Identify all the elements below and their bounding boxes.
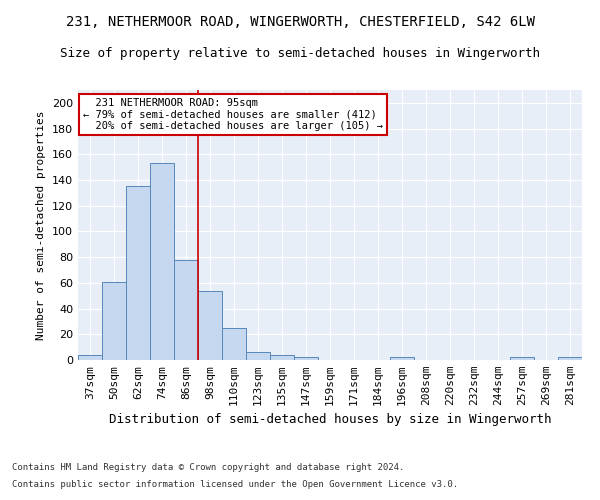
Bar <box>150 164 174 360</box>
Y-axis label: Number of semi-detached properties: Number of semi-detached properties <box>37 110 46 340</box>
Bar <box>198 290 222 360</box>
Bar <box>390 358 414 360</box>
Bar <box>294 358 318 360</box>
Text: 231, NETHERMOOR ROAD, WINGERWORTH, CHESTERFIELD, S42 6LW: 231, NETHERMOOR ROAD, WINGERWORTH, CHEST… <box>65 15 535 29</box>
Text: Size of property relative to semi-detached houses in Wingerworth: Size of property relative to semi-detach… <box>60 48 540 60</box>
Text: Contains HM Land Registry data © Crown copyright and database right 2024.: Contains HM Land Registry data © Crown c… <box>12 462 404 471</box>
Bar <box>126 186 150 360</box>
Bar <box>510 358 534 360</box>
Bar <box>222 328 246 360</box>
Bar <box>102 282 126 360</box>
Bar <box>78 355 102 360</box>
Bar <box>174 260 198 360</box>
Text: Contains public sector information licensed under the Open Government Licence v3: Contains public sector information licen… <box>12 480 458 489</box>
Text: 231 NETHERMOOR ROAD: 95sqm
← 79% of semi-detached houses are smaller (412)
  20%: 231 NETHERMOOR ROAD: 95sqm ← 79% of semi… <box>83 98 383 132</box>
Bar <box>270 355 294 360</box>
Bar <box>246 352 270 360</box>
Text: Distribution of semi-detached houses by size in Wingerworth: Distribution of semi-detached houses by … <box>109 412 551 426</box>
Bar <box>558 358 582 360</box>
